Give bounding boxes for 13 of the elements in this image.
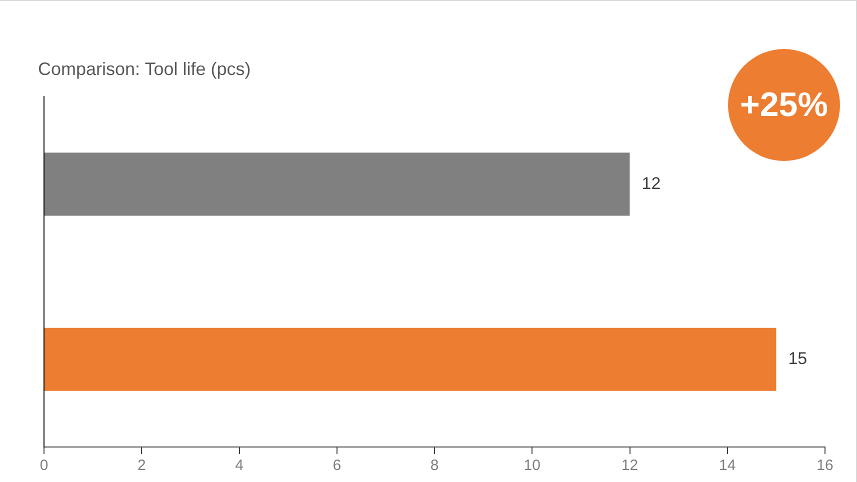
- data-label: 12: [642, 174, 661, 193]
- data-label: 15: [788, 349, 808, 368]
- x-tick-label: 12: [621, 457, 638, 474]
- chart-title: Comparison: Tool life (pcs): [38, 58, 251, 79]
- x-tick-label: 14: [719, 457, 736, 474]
- x-tick-label: 4: [235, 457, 244, 474]
- x-tick-label: 2: [137, 457, 146, 474]
- x-tick-label: 0: [40, 457, 48, 474]
- x-tick-label: 8: [430, 457, 439, 474]
- x-tick-label: 6: [332, 457, 342, 474]
- circle-badge: +25%: [728, 49, 840, 161]
- x-tick-label: 10: [524, 457, 540, 474]
- x-tick-label: 16: [816, 457, 834, 474]
